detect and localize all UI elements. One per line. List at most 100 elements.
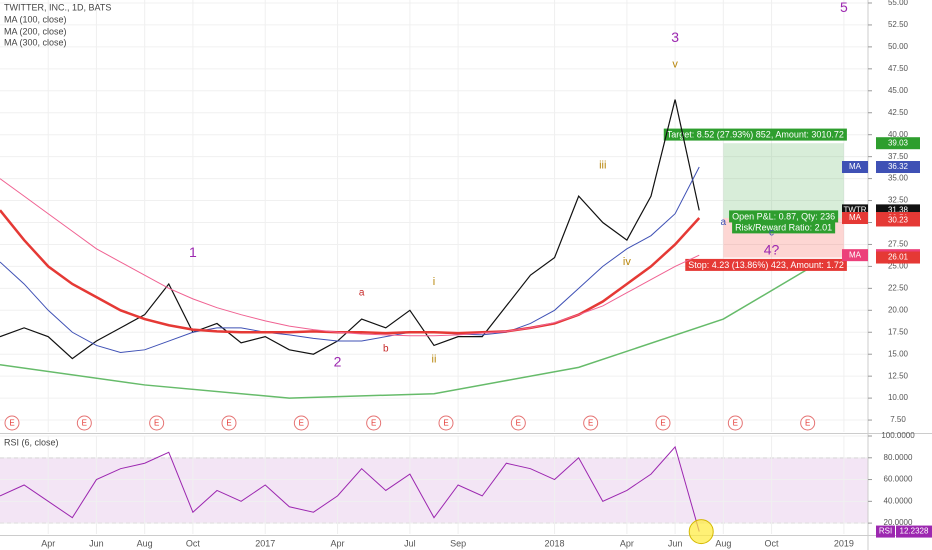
- wave-label: iv: [623, 256, 631, 268]
- wave-label: b: [383, 344, 389, 355]
- rsi-tag-value: 12.2328: [900, 527, 929, 536]
- y-tick-label: 47.50: [888, 64, 909, 73]
- x-tick-label: Apr: [331, 538, 345, 548]
- y-tick-label: 40.0000: [884, 496, 913, 505]
- earnings-label: E: [371, 419, 376, 428]
- legend-entry: MA (300, close): [4, 37, 67, 47]
- wave-label: 4?: [764, 241, 780, 257]
- position-label-bg: [663, 128, 847, 141]
- price-tag-name: TWTR: [843, 205, 866, 214]
- price-tag-value: 30.23: [888, 216, 909, 225]
- earnings-marker: [149, 415, 165, 431]
- earnings-marker: [293, 415, 309, 431]
- y-tick-label: 7.50: [890, 415, 906, 424]
- y-tick-label: 32.50: [888, 196, 909, 205]
- earnings-label: E: [154, 419, 159, 428]
- y-tick-label: 52.50: [888, 20, 909, 29]
- x-tick-label: 2019: [834, 538, 854, 548]
- x-tick-label: Oct: [186, 538, 201, 548]
- wave-label: v: [672, 58, 678, 70]
- price-tag: [876, 161, 920, 174]
- y-tick-label: 50.00: [888, 42, 909, 51]
- y-tick-label: 100.0000: [881, 431, 915, 440]
- y-tick-label: 22.50: [888, 283, 909, 292]
- earnings-label: E: [588, 419, 593, 428]
- wave-label: 3: [671, 29, 679, 45]
- series-line: [0, 166, 700, 353]
- earnings-label: E: [443, 419, 448, 428]
- earnings-label: E: [805, 419, 810, 428]
- x-tick-label: 2017: [255, 538, 275, 548]
- wave-label: a: [359, 287, 365, 298]
- y-tick-label: 55.00: [888, 0, 909, 7]
- earnings-marker: [438, 415, 454, 431]
- legend-entry: MA (100, close): [4, 14, 67, 24]
- rsi-band: [0, 457, 868, 524]
- wave-label: 5: [840, 0, 848, 15]
- x-tick-label: 2018: [545, 538, 565, 548]
- y-tick-label: 25.00: [888, 262, 909, 271]
- x-tick-label: Aug: [715, 538, 731, 548]
- y-tick-label: 35.00: [888, 174, 909, 183]
- earnings-label: E: [516, 419, 521, 428]
- x-tick-label: Aug: [137, 538, 153, 548]
- legend-entry: MA (200, close): [4, 26, 67, 36]
- target-zone: [723, 143, 844, 219]
- wave-label: c: [769, 228, 774, 239]
- earnings-label: E: [660, 419, 665, 428]
- position-label-bg: [729, 210, 839, 223]
- position-label: Risk/Reward Ratio: 2.01: [735, 222, 832, 232]
- y-tick-label: 10.00: [888, 393, 909, 402]
- y-tick-label: 20.0000: [884, 518, 913, 527]
- price-tag-name-bg: [842, 161, 868, 174]
- y-tick-label: 27.50: [888, 240, 909, 249]
- price-tag: [876, 214, 920, 227]
- x-tick-label: Apr: [41, 538, 55, 548]
- x-tick-label: Sep: [450, 538, 466, 548]
- chart-title: TWITTER, INC., 1D, BATS: [4, 2, 111, 12]
- wave-label: 2: [334, 354, 342, 370]
- position-label: Target: 8.52 (27.93%) 852, Amount: 3010.…: [667, 130, 844, 140]
- x-tick-label: Jul: [404, 538, 416, 548]
- series-line: [0, 178, 700, 337]
- price-tag-name: MA: [849, 250, 862, 259]
- y-tick-label: 17.50: [888, 327, 909, 336]
- earnings-marker: [583, 415, 599, 431]
- x-tick-label: Jun: [668, 538, 683, 548]
- price-tag-value: 36.32: [888, 162, 909, 171]
- series-line: [0, 445, 700, 532]
- price-tag-name-bg: [842, 212, 868, 225]
- price-tag-value: 26.01: [888, 253, 909, 262]
- rsi-tag-name-bg: [876, 525, 895, 538]
- x-tick-label: Apr: [620, 538, 634, 548]
- wave-label: a: [721, 217, 727, 228]
- earnings-marker: [655, 415, 671, 431]
- y-tick-label: 15.00: [888, 349, 909, 358]
- y-tick-label: 40.00: [888, 130, 909, 139]
- earnings-marker: [800, 415, 816, 431]
- price-tag-name-bg: [842, 249, 868, 262]
- wave-label: 1: [189, 244, 197, 260]
- earnings-label: E: [82, 419, 87, 428]
- x-tick-label: Jun: [89, 538, 104, 548]
- earnings-marker: [76, 415, 92, 431]
- rsi-tag-name: RSI: [879, 527, 892, 536]
- position-label: Open P&L: 0.87, Qty: 236: [732, 211, 835, 221]
- price-tag: [876, 251, 920, 264]
- y-tick-label: 45.00: [888, 86, 909, 95]
- position-label-bg: [732, 221, 836, 234]
- y-tick-label: 20.00: [888, 305, 909, 314]
- earnings-marker: [727, 415, 743, 431]
- trendline: [0, 261, 821, 399]
- price-tag-value: 39.03: [888, 138, 909, 147]
- y-tick-label: 80.0000: [884, 453, 913, 462]
- price-tag: [876, 137, 920, 150]
- y-tick-label: 42.50: [888, 108, 909, 117]
- earnings-label: E: [299, 419, 304, 428]
- earnings-label: E: [226, 419, 231, 428]
- wave-label: iii: [599, 159, 606, 171]
- earnings-marker: [221, 415, 237, 431]
- earnings-marker: [510, 415, 526, 431]
- price-tag-value: 31.38: [888, 205, 909, 214]
